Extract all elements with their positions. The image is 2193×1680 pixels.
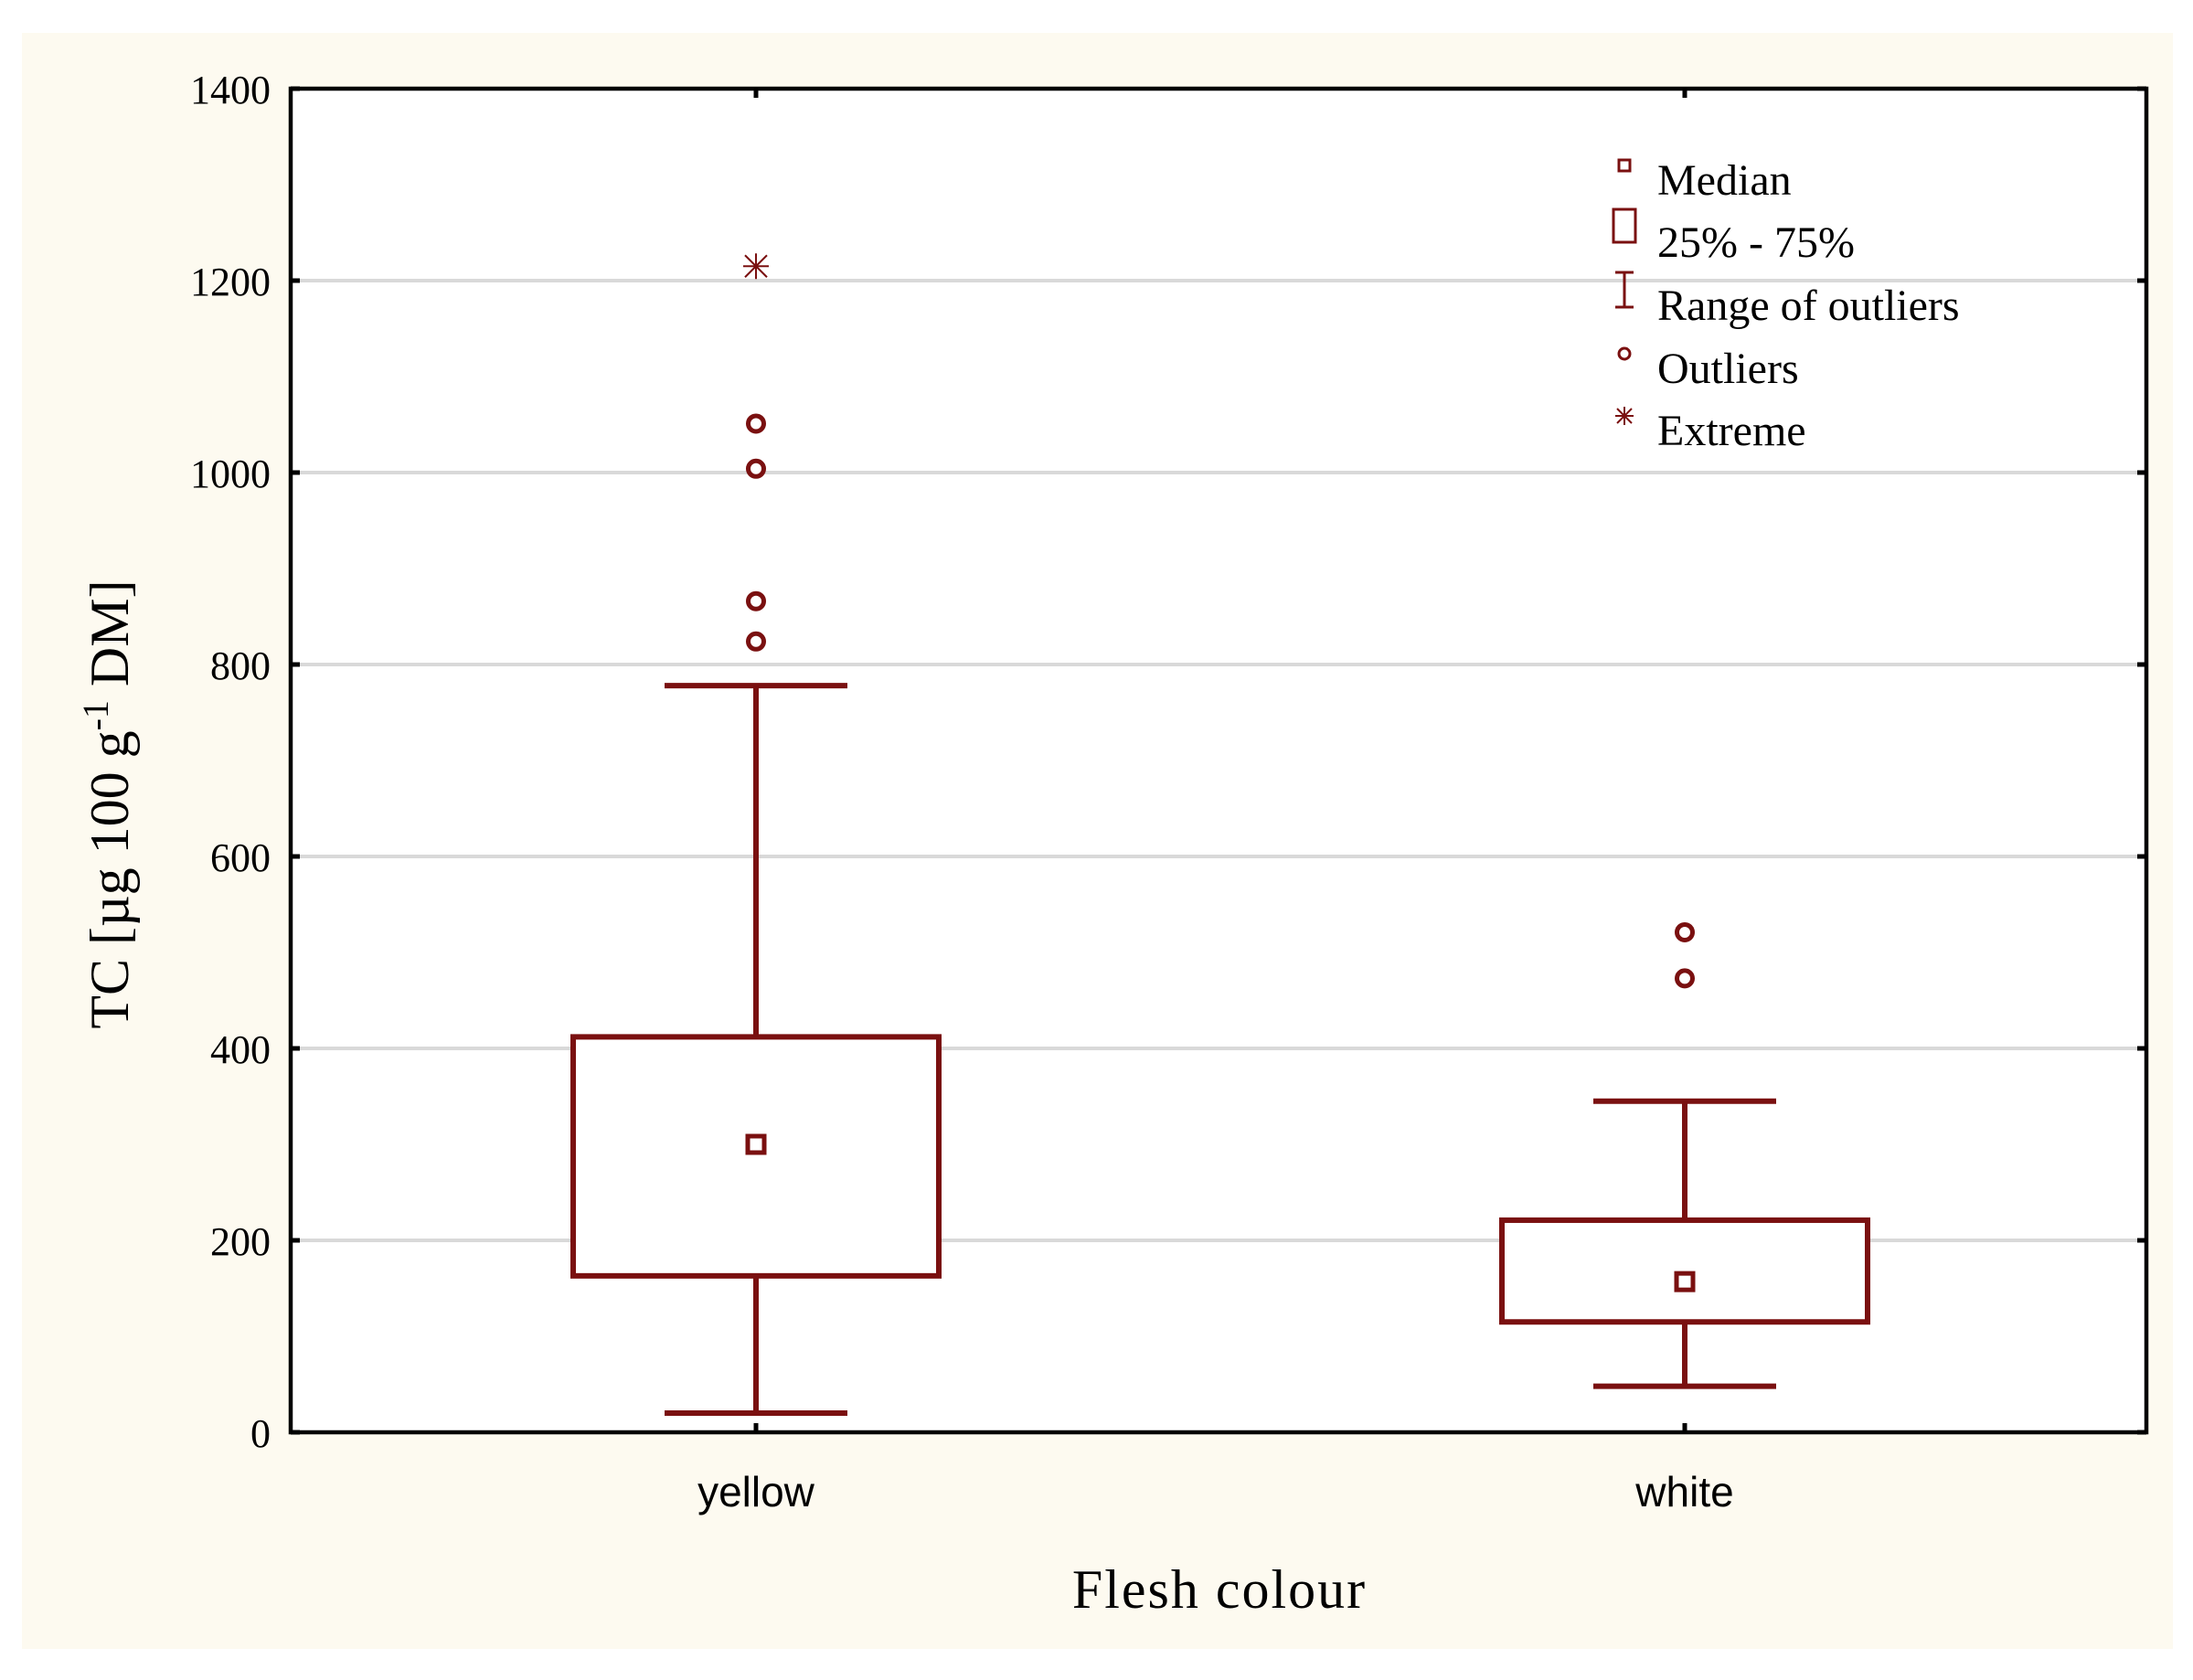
y-tick-label: 0 [250, 1411, 271, 1456]
outlier-point [746, 413, 766, 434]
y-tick-label: 1200 [190, 260, 271, 304]
y-axis: 0 200 400 600 800 1000 1200 1400 [190, 68, 2146, 1456]
outlier-point [746, 590, 766, 611]
outlier-point [746, 458, 766, 479]
box-white [1499, 921, 1870, 1389]
plot-area [288, 86, 2149, 1435]
legend-median-icon [1617, 158, 1632, 173]
legend-label: Outliers [1657, 345, 1799, 393]
y-tick-label: 1000 [190, 452, 271, 496]
x-tick-label: yellow [697, 1468, 815, 1515]
legend-label: Range of outliers [1657, 282, 1960, 330]
y-tick-label: 800 [210, 643, 271, 688]
y-axis-label-tail: DM] [80, 579, 140, 700]
iqr-box [570, 1034, 942, 1279]
legend-outlier-icon [1617, 346, 1632, 361]
legend-label: Median [1657, 156, 1792, 205]
y-tick-label: 600 [210, 835, 271, 880]
legend-item: Outliers [1617, 345, 1799, 393]
legend-extreme-icon [1615, 407, 1634, 425]
extreme-point [743, 253, 769, 280]
y-axis-label: TC [µg 100 g-1 DM] [75, 579, 141, 1028]
y-tick-label: 1400 [190, 68, 271, 112]
outlier-point [1675, 968, 1695, 989]
iqr-box [1499, 1217, 1870, 1325]
legend: Median 25% - 75% Range of outliers Outliers… [1612, 156, 1960, 455]
boxes [570, 253, 1870, 1416]
y-axis-label-superscript: -1 [75, 700, 116, 730]
legend-item: 25% - 75% [1612, 207, 1855, 267]
legend-item: Range of outliers [1615, 271, 1960, 330]
box-yellow [570, 253, 942, 1416]
median-marker [1674, 1271, 1696, 1292]
median-marker [745, 1133, 767, 1155]
y-tick-label: 400 [210, 1027, 271, 1072]
legend-label: Extreme [1657, 407, 1806, 455]
legend-item: Extreme [1615, 407, 1806, 455]
y-tick-label: 200 [210, 1219, 271, 1264]
legend-box-icon [1612, 207, 1637, 244]
x-axis-label: Flesh colour [1072, 1559, 1367, 1620]
x-tick-label: white [1634, 1468, 1733, 1515]
legend-whisker-icon [1615, 271, 1634, 309]
outlier-point [1675, 921, 1695, 942]
outlier-point [746, 631, 766, 652]
legend-item: Median [1617, 156, 1792, 205]
y-axis-label-main: TC [µg 100 g [80, 730, 140, 1028]
legend-label: 25% - 75% [1657, 218, 1855, 267]
x-axis: yellow white [697, 89, 1734, 1515]
